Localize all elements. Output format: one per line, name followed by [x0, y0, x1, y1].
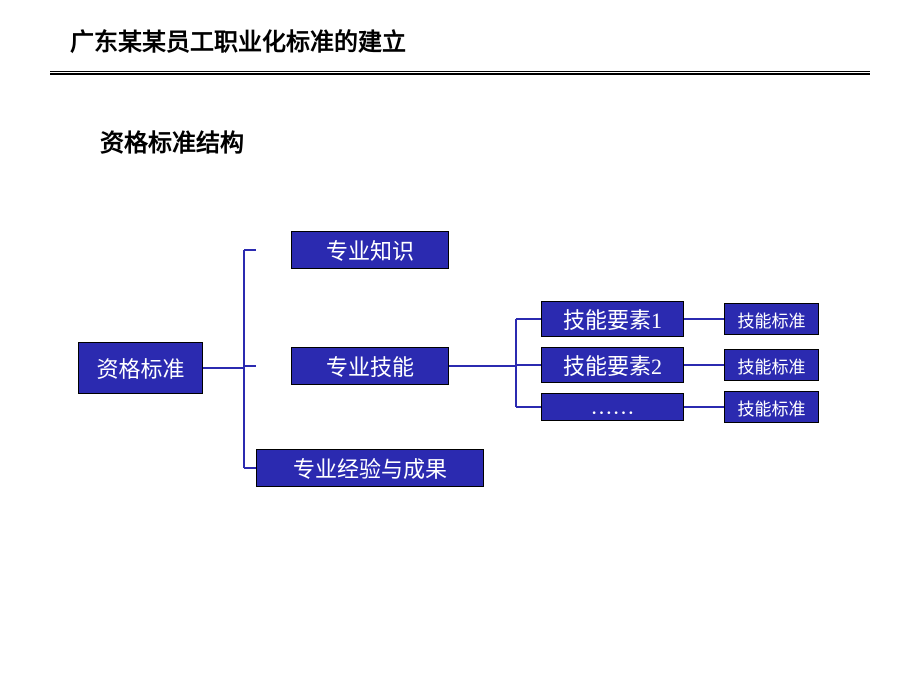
diagram-container: 资格标准专业知识专业技能专业经验与成果技能要素1技能要素2……技能标准技能标准技… [0, 158, 920, 638]
node-c2: 专业技能 [291, 347, 449, 385]
node-root: 资格标准 [78, 342, 203, 394]
subtitle: 资格标准结构 [0, 75, 920, 158]
node-t3: 技能标准 [724, 391, 819, 423]
node-c1: 专业知识 [291, 231, 449, 269]
title-area: 广东某某员工职业化标准的建立 [0, 0, 920, 57]
node-s3: …… [541, 393, 684, 421]
node-t2: 技能标准 [724, 349, 819, 381]
page-title: 广东某某员工职业化标准的建立 [70, 22, 920, 57]
node-s1: 技能要素1 [541, 301, 684, 337]
node-t1: 技能标准 [724, 303, 819, 335]
node-c3: 专业经验与成果 [256, 449, 484, 487]
node-s2: 技能要素2 [541, 347, 684, 383]
